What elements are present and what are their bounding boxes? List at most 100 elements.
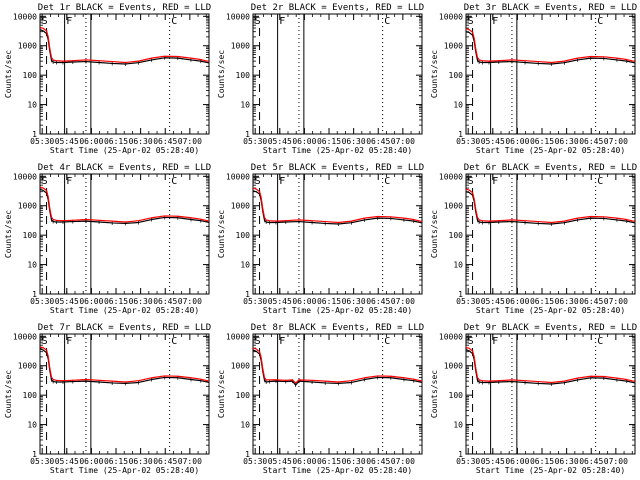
x-axis-label: Start Time (25-Apr-02 05:28:40) (50, 306, 199, 315)
y-tick-label: 1 (32, 290, 37, 299)
marker-label-c: C (171, 176, 177, 187)
marker-label-s: S (468, 336, 474, 347)
x-tick-label: 06:15 (104, 297, 128, 306)
series-line-lld (39, 346, 210, 383)
y-tick-label: 10000 (226, 332, 250, 341)
y-tick-label: 10000 (13, 332, 37, 341)
x-axis-label: Start Time (25-Apr-02 05:28:40) (263, 466, 412, 475)
x-tick-label: 06:00 (79, 137, 103, 146)
x-tick-label: 05:45 (481, 457, 505, 466)
marker-label-s: S (255, 176, 261, 187)
x-tick-label: 06:45 (366, 457, 390, 466)
x-tick-label: 06:00 (292, 137, 316, 146)
y-tick-label: 100 (23, 231, 38, 240)
marker-label-s: S (42, 336, 48, 347)
x-tick-label: 06:30 (342, 297, 366, 306)
y-tick-label: 1 (32, 130, 37, 139)
y-tick-label: 100 (23, 391, 38, 400)
x-tick-label: 07:00 (391, 137, 415, 146)
marker-label-c: C (597, 176, 603, 187)
x-tick-label: 06:45 (366, 297, 390, 306)
y-tick-label: 1 (245, 290, 250, 299)
marker-label-c: C (171, 16, 177, 27)
series-line-lld (252, 347, 423, 384)
panel-det-5: Det 5r BLACK = Events, RED = LLD 1 10 100 10… (217, 163, 424, 315)
x-tick-label: 06:00 (292, 297, 316, 306)
marker-label-f: F (279, 336, 285, 347)
x-tick-label: 07:00 (391, 297, 415, 306)
x-tick-label: 06:00 (292, 457, 316, 466)
panel-title: Det 8r BLACK = Events, RED = LLD (251, 323, 424, 333)
x-tick-label: 06:15 (317, 297, 341, 306)
marker-label-c: C (384, 336, 390, 347)
marker-label-s: S (468, 16, 474, 27)
y-tick-label: 1000 (231, 362, 250, 371)
series-line-lld (465, 28, 636, 64)
marker-label-s: S (255, 16, 261, 27)
x-tick-label: 06:15 (104, 137, 128, 146)
x-tick-label: 05:30 (30, 137, 54, 146)
marker-label-f: F (279, 16, 285, 27)
series-line-lld (465, 188, 636, 224)
y-axis-label: Counts/sec (4, 210, 13, 258)
y-tick-label: 1000 (231, 42, 250, 51)
panel-title: Det 4r BLACK = Events, RED = LLD (38, 163, 211, 173)
x-tick-label: 05:30 (30, 457, 54, 466)
y-tick-label: 100 (449, 391, 464, 400)
y-tick-label: 100 (23, 71, 38, 80)
y-tick-label: 1000 (444, 42, 463, 51)
x-axis-label: Start Time (25-Apr-02 05:28:40) (476, 306, 625, 315)
x-tick-label: 07:00 (391, 457, 415, 466)
marker-label-f: F (492, 336, 498, 347)
x-tick-label: 06:45 (579, 297, 603, 306)
x-tick-label: 06:30 (129, 137, 153, 146)
marker-label-s: S (42, 16, 48, 27)
panel-title: Det 3r BLACK = Events, RED = LLD (464, 3, 637, 13)
x-tick-label: 07:00 (604, 457, 628, 466)
x-tick-label: 06:30 (555, 457, 579, 466)
marker-label-s: S (255, 336, 261, 347)
marker-label-f: F (66, 336, 72, 347)
panel-det-6: Det 6r BLACK = Events, RED = LLD 1 10 100 10… (430, 163, 637, 315)
x-tick-label: 05:45 (55, 137, 79, 146)
x-tick-label: 05:30 (456, 137, 480, 146)
x-tick-label: 07:00 (604, 137, 628, 146)
marker-label-c: C (384, 16, 390, 27)
y-tick-label: 10 (240, 421, 250, 430)
x-tick-label: 05:45 (481, 297, 505, 306)
y-tick-label: 10000 (226, 12, 250, 21)
y-tick-label: 1000 (444, 362, 463, 371)
x-tick-label: 06:45 (366, 137, 390, 146)
y-tick-label: 1 (458, 290, 463, 299)
x-tick-label: 07:00 (604, 297, 628, 306)
panel-det-7: Det 7r BLACK = Events, RED = LLD 1 10 100 10… (4, 323, 211, 475)
y-tick-label: 1000 (18, 42, 37, 51)
y-tick-label: 100 (449, 231, 464, 240)
panel-title: Det 6r BLACK = Events, RED = LLD (464, 163, 637, 173)
x-axis-label: Start Time (25-Apr-02 05:28:40) (50, 146, 199, 155)
y-tick-label: 100 (236, 71, 251, 80)
x-tick-label: 06:15 (530, 297, 554, 306)
y-tick-label: 1 (245, 450, 250, 459)
x-tick-label: 07:00 (178, 137, 202, 146)
panel-det-1: Det 1r BLACK = Events, RED = LLD 1 10 100 10… (4, 3, 211, 155)
panel-det-9: Det 9r BLACK = Events, RED = LLD 1 10 100 10… (430, 323, 637, 475)
panel-title: Det 9r BLACK = Events, RED = LLD (464, 323, 637, 333)
y-tick-label: 1000 (444, 202, 463, 211)
y-tick-label: 10000 (439, 332, 463, 341)
panel-det-8: Det 8r BLACK = Events, RED = LLD 1 10 100 10… (217, 323, 424, 475)
x-tick-label: 06:45 (153, 137, 177, 146)
y-axis-label: Counts/sec (217, 210, 226, 258)
x-tick-label: 06:30 (342, 457, 366, 466)
series-line-lld (465, 346, 636, 384)
marker-label-c: C (597, 336, 603, 347)
panel-det-2: Det 2r BLACK = Events, RED = LLD 1 10 100 10… (217, 3, 424, 155)
y-tick-label: 10000 (13, 172, 37, 181)
y-tick-label: 1 (245, 130, 250, 139)
y-axis-label: Counts/sec (217, 370, 226, 418)
y-tick-label: 10 (453, 261, 463, 270)
panel-det-3: Det 3r BLACK = Events, RED = LLD 1 10 100 10… (430, 3, 637, 155)
x-tick-label: 05:45 (481, 137, 505, 146)
y-tick-label: 10 (453, 421, 463, 430)
